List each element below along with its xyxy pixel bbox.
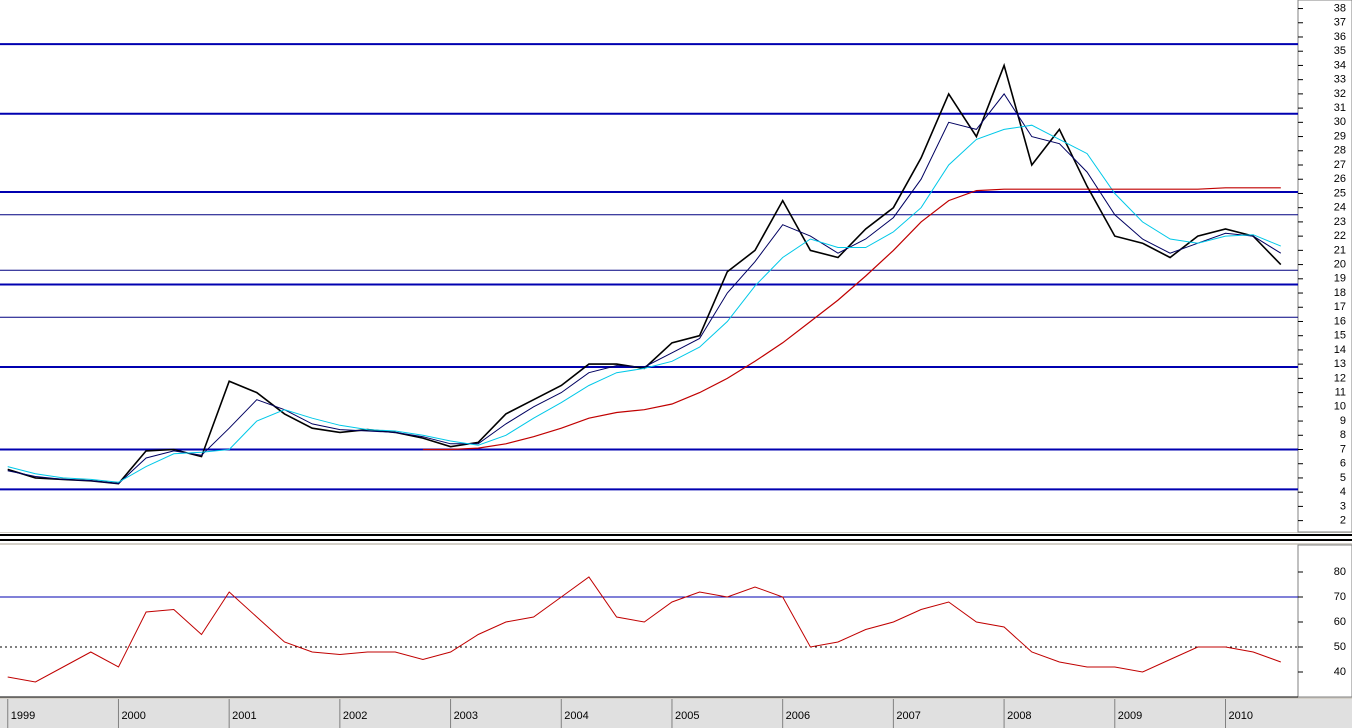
y-tick-label: 2	[1340, 515, 1346, 527]
y-tick-label: 37	[1334, 17, 1346, 29]
y-tick-label: 14	[1334, 344, 1346, 356]
x-tick-label: 2010	[1228, 710, 1252, 722]
series-line	[7, 93, 1282, 485]
y-tick-label: 7	[1340, 443, 1346, 455]
x-tick-label: 2006	[786, 710, 810, 722]
separator	[0, 533, 1352, 543]
y-tick-label: 20	[1334, 258, 1346, 270]
x-tick-label: 2005	[675, 710, 699, 722]
y-tick-label: 19	[1334, 273, 1346, 285]
y-tick-label: 9	[1340, 415, 1346, 427]
rsi-axis	[1297, 544, 1352, 698]
y-tick-label: 4	[1340, 486, 1346, 498]
y-tick-label: 23	[1334, 216, 1346, 228]
y-tick-label: 34	[1334, 59, 1346, 71]
y-tick-label: 17	[1334, 301, 1346, 313]
y-tick-label: 32	[1334, 88, 1346, 100]
series-line	[7, 124, 1281, 483]
x-tick-label: 2000	[121, 710, 145, 722]
x-tick-label: 2001	[232, 710, 256, 722]
y-tick-label: 38	[1334, 2, 1346, 14]
y-tick-label: 27	[1334, 159, 1346, 171]
rsi-panel	[0, 545, 1298, 697]
series-line	[7, 576, 1281, 683]
x-tick-label: 2007	[896, 710, 920, 722]
y-tick-label: 29	[1334, 130, 1346, 142]
y-tick-label: 21	[1334, 244, 1346, 256]
y-tick-label: 15	[1334, 330, 1346, 342]
y-tick-label: 12	[1334, 372, 1346, 384]
x-tick-label: 2009	[1118, 710, 1142, 722]
y-tick-label: 26	[1334, 173, 1346, 185]
x-tick-label: 2008	[1007, 710, 1031, 722]
y-tick-label: 18	[1334, 287, 1346, 299]
y-tick-label: 31	[1334, 102, 1346, 114]
x-tick-label: 2002	[343, 710, 367, 722]
y-tick-label: 50	[1334, 641, 1346, 653]
y-tick-label: 22	[1334, 230, 1346, 242]
series-line	[422, 187, 1281, 451]
y-tick-label: 8	[1340, 429, 1346, 441]
y-tick-label: 10	[1334, 401, 1346, 413]
y-tick-label: 40	[1334, 666, 1346, 678]
y-tick-label: 30	[1334, 116, 1346, 128]
y-tick-label: 28	[1334, 145, 1346, 157]
y-tick-label: 5	[1340, 472, 1346, 484]
y-tick-label: 25	[1334, 187, 1346, 199]
y-tick-label: 33	[1334, 74, 1346, 86]
y-tick-label: 70	[1334, 591, 1346, 603]
y-tick-label: 16	[1334, 315, 1346, 327]
x-tick-label: 2004	[564, 710, 588, 722]
y-tick-label: 36	[1334, 31, 1346, 43]
y-tick-label: 80	[1334, 566, 1346, 578]
y-tick-label: 35	[1334, 45, 1346, 57]
y-tick-label: 11	[1335, 387, 1346, 399]
price-axis	[1297, 0, 1352, 533]
y-tick-label: 24	[1334, 202, 1346, 214]
x-tick-label: 2003	[454, 710, 478, 722]
time-axis	[0, 699, 1352, 728]
y-tick-label: 60	[1334, 616, 1346, 628]
price-panel	[0, 0, 1298, 532]
y-tick-label: 13	[1334, 358, 1346, 370]
y-tick-label: 3	[1340, 500, 1346, 512]
x-tick-label: 1999	[11, 710, 35, 722]
y-tick-label: 6	[1340, 458, 1346, 470]
